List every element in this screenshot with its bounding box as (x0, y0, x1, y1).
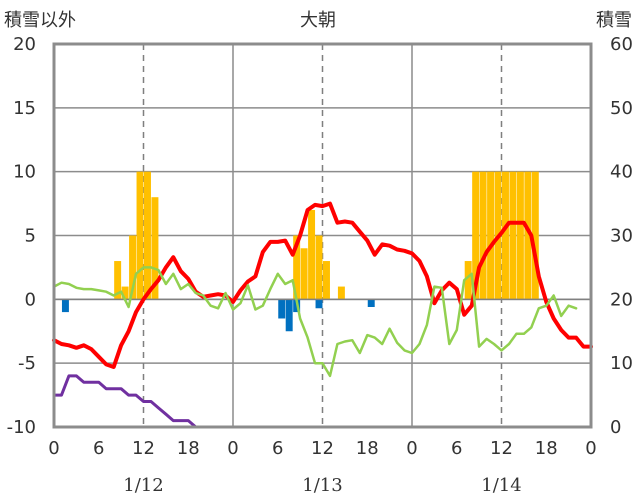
snowfall_bars-bar (509, 171, 517, 300)
date-labels: 1/12 1/13 1/14 (123, 475, 521, 496)
snowfall_bars-bar (464, 261, 472, 300)
x-tick-label: 12 (311, 438, 334, 459)
chart-title: 大朝 (300, 10, 336, 31)
x-tick-label: 0 (48, 438, 59, 459)
bars (54, 171, 591, 332)
snowfall_bars-bar (337, 286, 345, 300)
right-tick-label: 10 (610, 353, 633, 374)
snowfall_bars-bar (308, 209, 316, 300)
snowfall_bars-bar (502, 171, 509, 300)
left-tick-label: -5 (18, 353, 36, 374)
snow_depth-line (52, 374, 593, 429)
snowfall_bars-bar (136, 171, 144, 300)
date-label: 1/14 (481, 475, 521, 496)
snowfall_bars-bar (151, 197, 159, 300)
snowfall_bars-bar (531, 171, 539, 300)
precipitation_bars-bar (61, 299, 69, 313)
left-tick-label: 5 (25, 226, 36, 247)
snowfall_bars-bar (114, 261, 122, 300)
x-tick-label: 18 (177, 438, 200, 459)
left-tick-label: 10 (13, 162, 36, 183)
left-tick-labels: 20 15 10 5 0 -5 -10 (7, 34, 36, 438)
left-tick-label: 15 (13, 98, 36, 119)
x-tick-label: 6 (451, 438, 462, 459)
right-tick-label: 0 (610, 417, 621, 438)
date-label: 1/12 (123, 475, 163, 496)
plot-frame (52, 42, 593, 429)
x-tick-label: 0 (406, 438, 417, 459)
snowfall_bars-bar (315, 235, 323, 300)
x-tick-label: 18 (356, 438, 379, 459)
left-tick-label: 0 (25, 289, 36, 310)
x-tick-label: 0 (585, 438, 596, 459)
right-tick-label: 40 (610, 162, 633, 183)
right-tick-labels: 60 50 40 30 20 10 0 (610, 34, 633, 438)
right-tick-label: 30 (610, 226, 633, 247)
snowfall_bars-bar (293, 235, 301, 300)
snowfall_bars-bar (487, 171, 495, 300)
right-axis-label: 積雪 (596, 10, 632, 31)
left-tick-label: -10 (7, 417, 36, 438)
right-tick-label: 20 (610, 289, 633, 310)
snowfall_bars-bar (516, 171, 524, 300)
date-label: 1/13 (302, 475, 342, 496)
x-tick-label: 12 (490, 438, 513, 459)
right-tick-label: 60 (610, 34, 633, 55)
right-tick-label: 50 (610, 98, 633, 119)
snowfall_bars-bar (524, 171, 532, 300)
series-lines (52, 201, 593, 429)
snowfall_bars-bar (479, 171, 487, 300)
left-axis-label: 積雪以外 (4, 10, 76, 31)
precipitation_bars-bar (315, 299, 323, 309)
snowfall_bars-bar (300, 248, 308, 300)
precipitation_bars-bar (367, 299, 375, 307)
snowfall_bars-bar (323, 261, 330, 300)
precipitation_bars-bar (278, 299, 286, 319)
wind-line (52, 266, 578, 378)
x-tick-label: 6 (272, 438, 283, 459)
snowfall_bars-bar (121, 286, 129, 300)
x-tick-label: 6 (93, 438, 104, 459)
precipitation_bars-bar (285, 299, 293, 332)
snowfall_bars-bar (472, 171, 480, 300)
temperature-line (52, 201, 593, 369)
x-tick-labels: 0 6 12 18 0 6 12 18 0 6 12 18 0 (48, 438, 596, 459)
snowfall_bars-bar (129, 235, 137, 300)
x-tick-label: 18 (535, 438, 558, 459)
snowfall_bars-bar (144, 171, 151, 300)
x-tick-label: 12 (132, 438, 155, 459)
x-tick-label: 0 (227, 438, 238, 459)
left-tick-label: 20 (13, 34, 36, 55)
